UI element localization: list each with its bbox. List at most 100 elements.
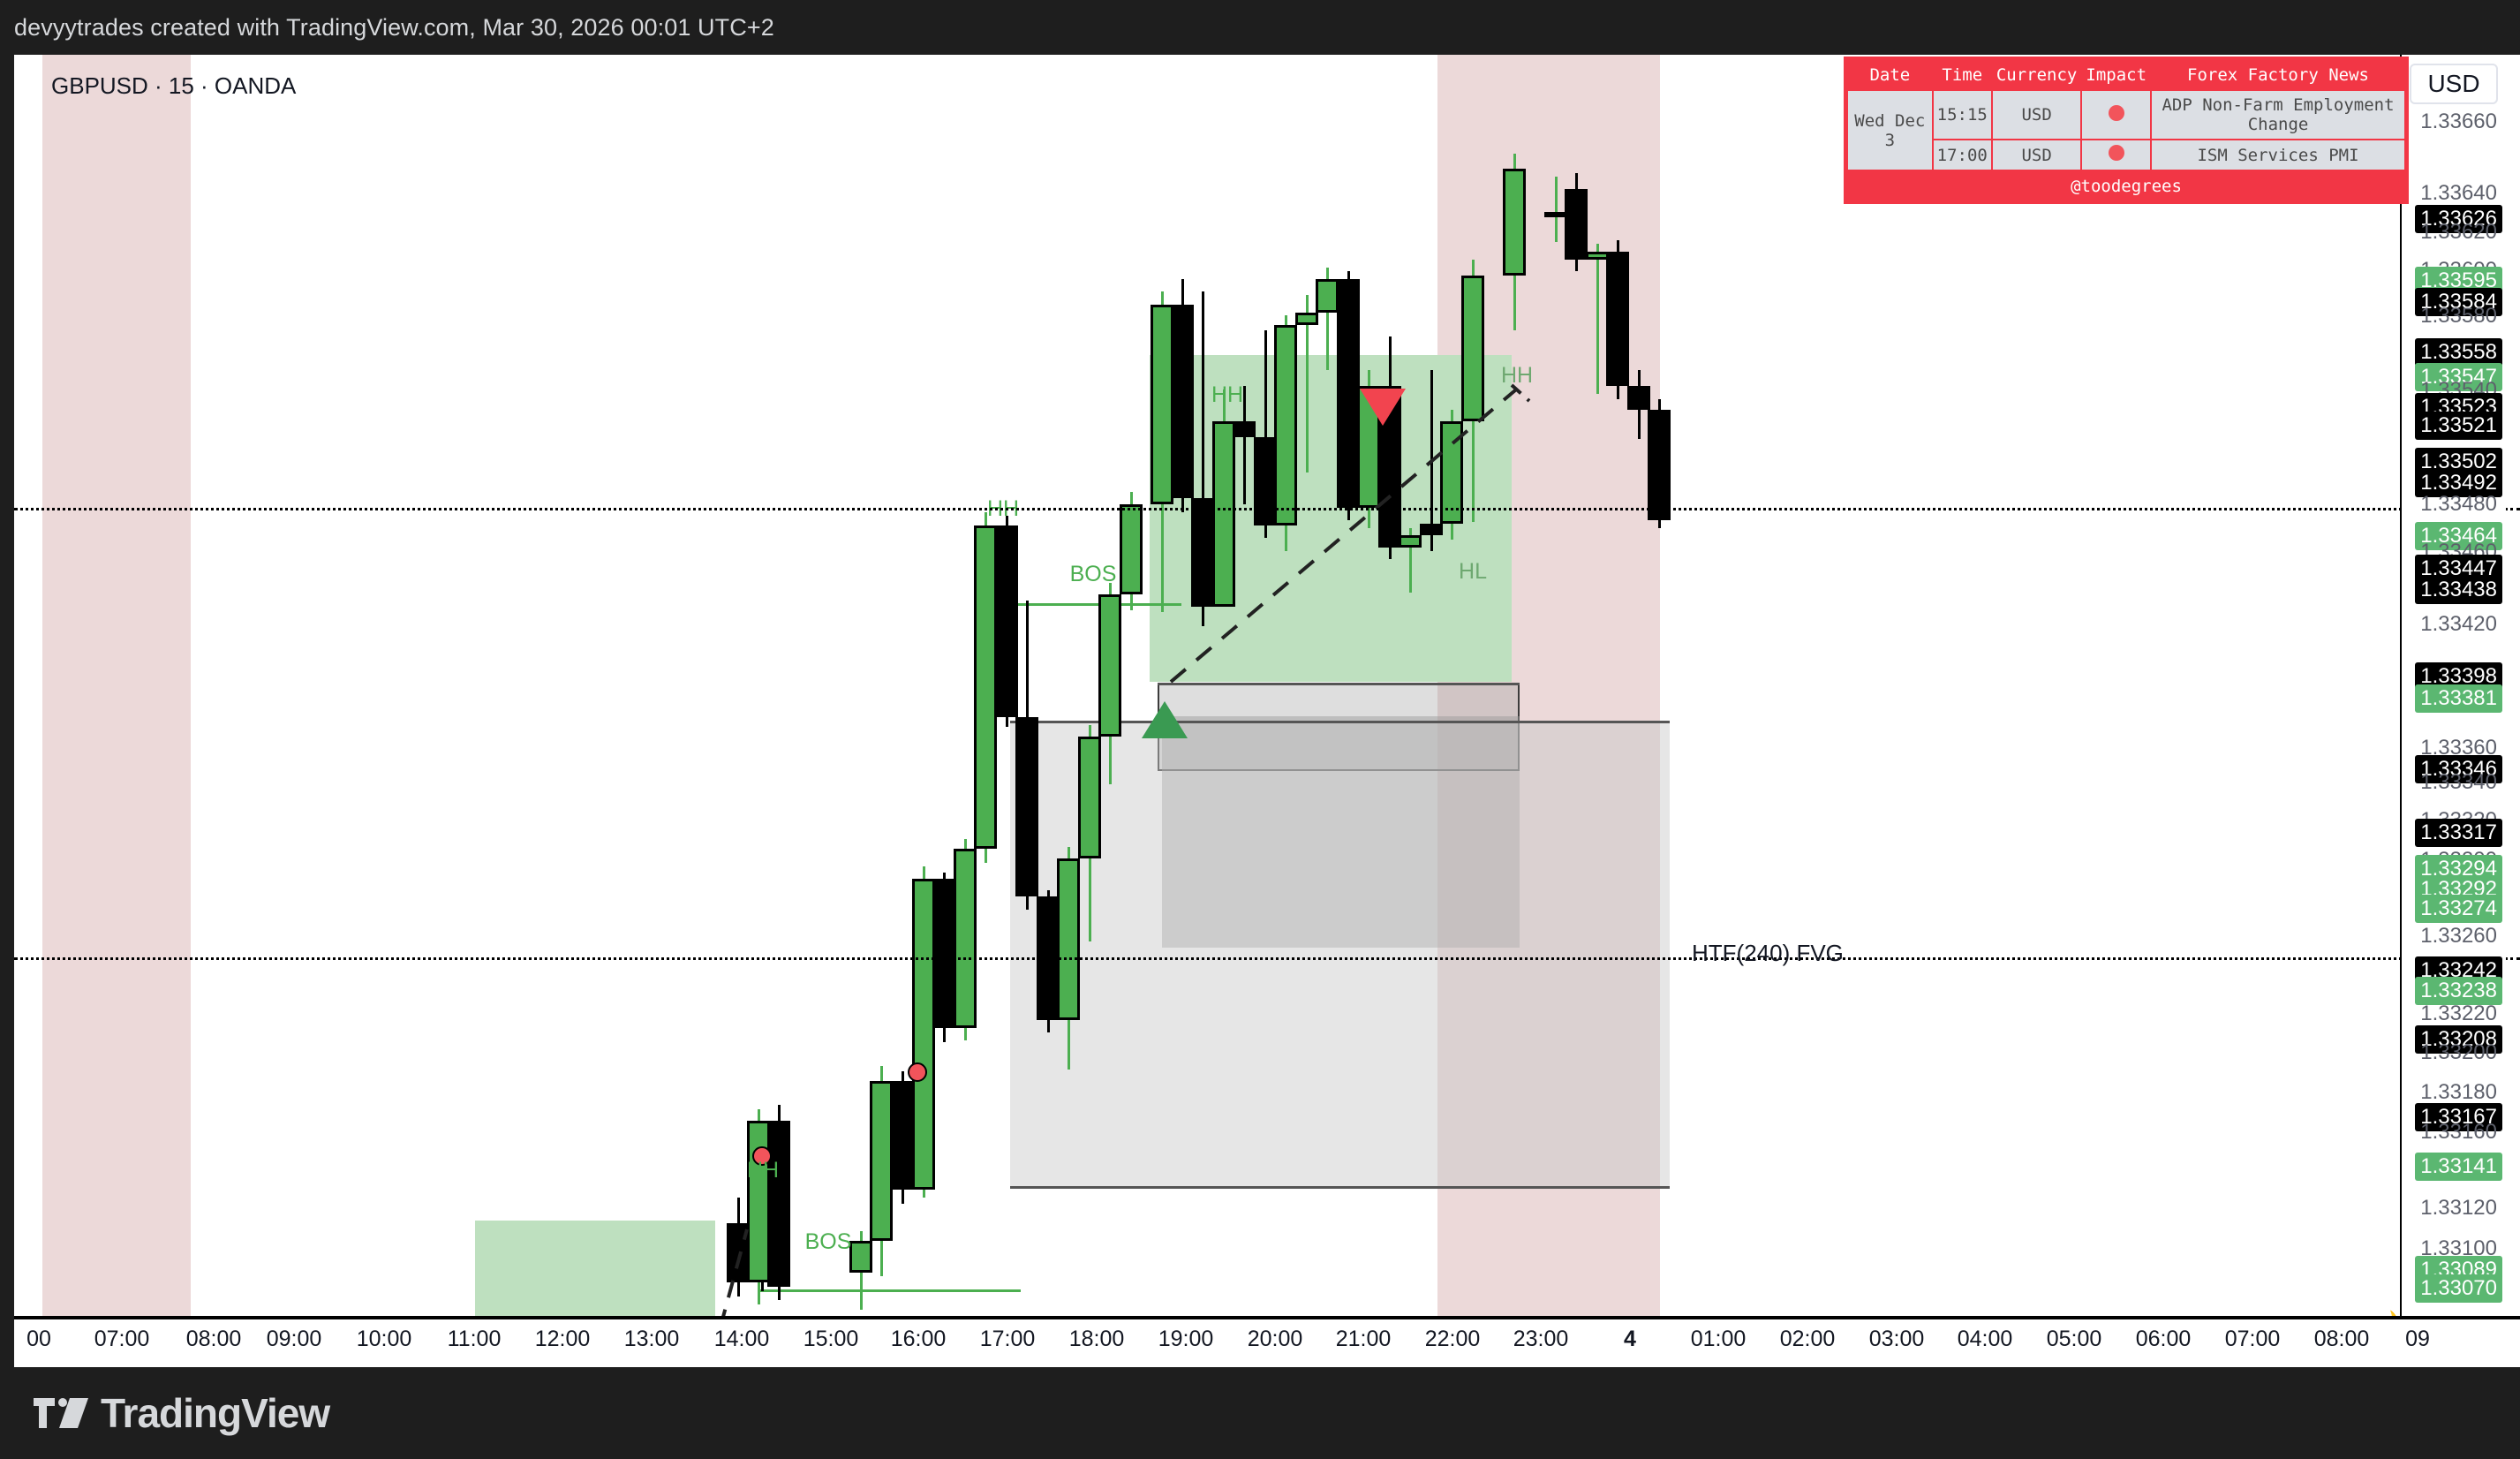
symbol-legend[interactable]: GBPUSD · 15 · OANDA [51,72,297,99]
price-label: 1.33238 [2415,976,2502,1005]
news-author-handle[interactable]: @toodegrees [1846,171,2406,201]
time-tick: 22:00 [1424,1327,1481,1351]
sell-signal-marker[interactable] [1360,389,1406,426]
candle[interactable] [974,511,997,863]
candle-body [1606,252,1629,386]
moon-icon: 🌙 [2367,1312,2400,1317]
price-label: 1.33120 [2420,1195,2497,1220]
candle[interactable] [1440,409,1463,540]
price-label: 1.33070 [2415,1274,2502,1304]
candle-body [1191,498,1214,607]
time-tick: 10:00 [356,1327,412,1351]
news-time-cell: 15:15 [1931,89,1993,140]
current-price-dotted-line [14,508,2520,510]
session-shade-left [42,55,191,1316]
time-tick: 23:00 [1513,1327,1569,1351]
price-label: 1.33547 [2415,362,2502,391]
price-label: 1.33167 [2415,1102,2502,1131]
candle[interactable] [1399,527,1422,593]
structure-label-bos-5: BOS [1069,562,1117,586]
candle[interactable] [1015,601,1038,911]
time-tick: 05:00 [2046,1327,2102,1351]
price-label: 1.33521 [2415,411,2502,440]
htf-fvg-label: HTF(240) FVG [1692,940,1844,966]
candle[interactable] [1503,153,1526,331]
candle-body [1565,188,1588,261]
candle-body [1274,324,1297,526]
news-col-event: Forex Factory News [2150,59,2406,91]
candle-body [870,1081,893,1242]
candle[interactable] [1648,399,1671,528]
news-currency-cell: USD [1990,89,2083,140]
structure-label-hh-2: HH [1500,363,1534,388]
candle[interactable] [849,1231,872,1311]
candle[interactable] [891,1071,914,1204]
candle-body [1098,594,1121,737]
news-col-time: Time [1931,59,1993,91]
alert-dot-1[interactable] [908,1062,927,1082]
news-event-cell: ADP Non-Farm Employment Change [2150,89,2406,140]
candle[interactable] [1274,314,1297,552]
price-label: 1.33340 [2420,770,2497,795]
candle-body [1316,279,1339,314]
news-currency-cell: USD [1990,139,2083,171]
candle[interactable] [954,839,977,1040]
candle[interactable] [1316,267,1339,370]
candle-body [932,878,955,1029]
candle[interactable] [1098,582,1121,784]
bos-line-lower [758,1289,1021,1292]
time-tick: 04:00 [1957,1327,2013,1351]
news-time-cell: 17:00 [1931,139,1993,171]
news-col-impact: Impact [2080,59,2153,91]
price-label: 1.33317 [2415,818,2502,847]
chart-plate[interactable]: HH HH HH HL HH BOS BOS HTF(240) FVG GBPUSD · 1… [14,55,2520,1316]
candle[interactable] [1565,172,1588,272]
tradingview-logo[interactable]: TradingView [34,1389,330,1437]
price-label: 1.33208 [2415,1024,2502,1054]
price-label: 1.33620 [2420,220,2497,245]
news-table: Date Time Currency Impact Forex Factory … [1846,59,2406,171]
news-impact-cell [2080,89,2153,140]
candle[interactable] [1378,336,1401,560]
news-event-cell: ISM Services PMI [2150,139,2406,171]
price-axis[interactable]: USD 1.336601.336401.336261.336201.336001… [2400,55,2506,1316]
candle[interactable] [1078,724,1101,942]
candle-wick [1305,295,1309,473]
time-axis[interactable]: 00 07:00 08:00 09:00 10:00 11:00 12:00 13:00 14:… [14,1316,2520,1367]
price-label: 1.33464 [2415,522,2502,551]
candle[interactable] [1606,239,1629,400]
price-label: 1.33492 [2415,469,2502,498]
news-row[interactable]: Wed Dec 3 15:15 USD ADP Non-Farm Employment… [1846,89,2406,171]
candle-body [1461,275,1484,421]
price-label: 1.33200 [2420,1040,2497,1065]
candle[interactable] [1120,492,1143,611]
time-tick: 12:00 [534,1327,591,1351]
candle[interactable] [912,866,935,1198]
candle-body [954,849,977,1029]
time-tick: 08:00 [2313,1327,2370,1351]
candle-body [1233,421,1256,437]
candle[interactable] [1461,260,1484,522]
alert-dot-2[interactable] [752,1146,772,1166]
candle[interactable] [995,516,1018,727]
candle[interactable] [1191,291,1214,627]
news-row[interactable]: 17:00 USD ISM Services PMI [1847,139,2406,171]
time-tick: 11:00 [447,1327,502,1351]
candle[interactable] [767,1105,790,1301]
forex-factory-news-panel[interactable]: Date Time Currency Impact Forex Factory … [1844,57,2409,204]
candle-body [1295,313,1318,325]
time-tick: 08:00 [185,1327,242,1351]
buy-signal-marker[interactable] [1142,701,1188,738]
footer-bar: TradingView [0,1367,2520,1459]
price-label: 1.33180 [2420,1080,2497,1105]
price-label: 1.33480 [2420,492,2497,517]
price-label: 1.33381 [2415,684,2502,714]
demand-zone-lower [475,1221,715,1316]
price-label: 1.33584 [2415,288,2502,317]
news-col-currency: Currency [1990,59,2083,91]
structure-label-hh-4: HH [746,1158,780,1183]
candle[interactable] [1627,370,1650,440]
candle[interactable] [870,1065,893,1277]
candle[interactable] [1295,295,1318,473]
